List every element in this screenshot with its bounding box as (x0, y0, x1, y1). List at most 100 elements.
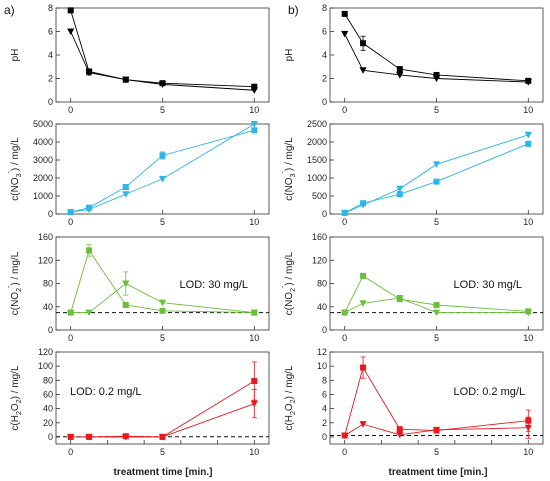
y-axis-label: c(NO2-) / mg/L (6, 251, 23, 315)
y-tick-label: 8 (48, 3, 53, 13)
y-axis-label: c(NO2-) / mg/L (280, 251, 297, 315)
y-tick-label: 80 (43, 375, 53, 385)
series-1-line (70, 123, 255, 213)
series-1-point (524, 131, 532, 139)
y-tick-label: 0 (322, 209, 327, 219)
series-1-point (359, 67, 367, 74)
series-0-point (525, 140, 532, 147)
series-0-point (341, 10, 348, 17)
series-1-point (341, 30, 349, 38)
series-1-point (158, 175, 167, 183)
series-0-line (344, 143, 529, 214)
series-0-point (67, 7, 74, 14)
x-tick-label: 5 (160, 333, 165, 343)
y-tick-label: 2500 (307, 119, 327, 129)
y-tick-label: 0 (48, 432, 53, 442)
y-tick-label: 5000 (33, 119, 53, 129)
series-1-point (158, 299, 167, 307)
y-tick-label: 6 (322, 389, 327, 399)
series-0-line (344, 13, 529, 82)
series-1-point (396, 71, 404, 79)
x-tick-label: 0 (68, 217, 73, 227)
x-tick-label: 10 (523, 105, 533, 115)
series-0-line (70, 129, 255, 213)
panel-1-1: 0 500 1000 1500 2000 2500 0 5 10 c(NO3-) / mg/L (280, 119, 544, 227)
y-tick-label: 0 (322, 325, 327, 335)
y-tick-label: 2000 (307, 137, 327, 147)
lod-label: LOD: 30 mg/L (454, 279, 522, 291)
panel-label-a: a) (4, 3, 15, 17)
y-tick-label: 4 (48, 50, 53, 60)
x-tick-label: 5 (160, 105, 165, 115)
x-tick-label: 5 (434, 333, 439, 343)
x-tick-label: 10 (249, 447, 259, 457)
y-tick-label: 100 (38, 361, 53, 371)
series-0-point (251, 127, 258, 134)
y-tick-label: 0 (322, 97, 327, 107)
y-tick-label: 80 (317, 279, 327, 289)
series-1-point (85, 433, 93, 441)
y-tick-label: 12 (317, 347, 327, 357)
y-tick-label: 4000 (33, 137, 53, 147)
series-0-point (433, 178, 440, 185)
y-tick-label: 6 (48, 27, 53, 37)
series-1-point (341, 432, 349, 440)
series-1-point (250, 87, 258, 94)
series-1-point (359, 202, 367, 209)
series-1-point (396, 295, 404, 302)
x-tick-label: 10 (523, 217, 533, 227)
series-0-point (360, 272, 367, 279)
series-1-point (341, 309, 349, 317)
y-axis-label: c(H2O2) / mg/L (284, 365, 297, 431)
y-tick-label: 40 (317, 302, 327, 312)
series-1-point (396, 185, 404, 193)
plot-frame (55, 351, 270, 445)
y-tick-label: 8 (322, 375, 327, 385)
lod-label: LOD: 0.2 mg/L (70, 386, 142, 398)
x-tick-label: 0 (342, 217, 347, 227)
y-tick-label: 0 (322, 432, 327, 442)
y-tick-label: 2 (48, 74, 53, 84)
y-tick-label: 1000 (307, 173, 327, 183)
series-0-point (396, 426, 403, 433)
y-tick-label: 120 (38, 255, 53, 265)
y-tick-label: 10 (317, 361, 327, 371)
y-tick-label: 1500 (307, 155, 327, 165)
y-tick-label: 8 (322, 3, 327, 13)
series-1-point (67, 309, 75, 317)
plot-frame (329, 351, 544, 445)
y-tick-label: 0 (48, 325, 53, 335)
panel-0-1: 0 1000 2000 3000 4000 5000 0 5 10 c(NO3-) / mg/L (6, 119, 270, 227)
series-1-point (524, 424, 532, 432)
series-1-point (359, 421, 367, 428)
series-1-point (158, 433, 167, 441)
x-tick-label: 5 (160, 447, 165, 457)
series-1-point (85, 309, 93, 317)
series-1-point (524, 309, 532, 317)
series-1-point (85, 69, 93, 77)
plot-frame (55, 123, 270, 215)
series-1-line (70, 403, 255, 438)
x-axis-label-right: treatment time [min.] (389, 467, 488, 478)
panel-0-0: 0 2 4 6 8 0 5 10 pH (10, 3, 270, 115)
panel-1-0: 0 2 4 6 8 0 5 10 pH (284, 3, 544, 115)
series-0-point (360, 364, 367, 371)
x-tick-label: 10 (523, 333, 533, 343)
y-tick-label: 4 (322, 50, 327, 60)
y-tick-label: 6 (322, 27, 327, 37)
x-tick-label: 5 (434, 105, 439, 115)
y-axis-label: pH (284, 49, 295, 62)
y-tick-label: 20 (43, 418, 53, 428)
x-tick-label: 10 (249, 333, 259, 343)
y-tick-label: 2 (322, 74, 327, 84)
x-tick-label: 0 (342, 447, 347, 457)
x-tick-label: 0 (342, 333, 347, 343)
y-tick-label: 3000 (33, 155, 53, 165)
x-tick-label: 0 (68, 333, 73, 343)
y-tick-label: 0 (48, 97, 53, 107)
y-axis-label: c(NO3-) / mg/L (280, 137, 297, 201)
y-tick-label: 120 (312, 255, 327, 265)
series-0-point (159, 307, 166, 314)
x-tick-label: 5 (160, 217, 165, 227)
